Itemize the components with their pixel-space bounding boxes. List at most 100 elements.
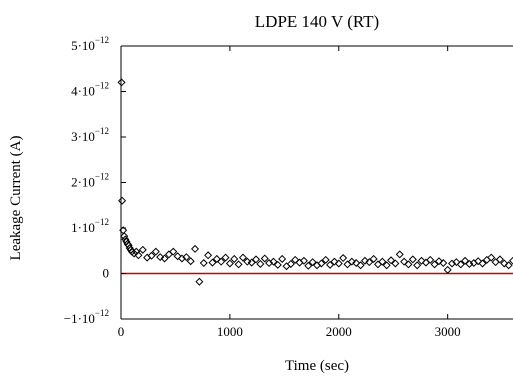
data-point: [182, 253, 191, 262]
data-point: [365, 258, 374, 267]
data-point: [360, 256, 369, 265]
data-point: [304, 261, 313, 270]
data-point: [508, 256, 513, 265]
data-point: [286, 259, 295, 268]
data-point: [156, 253, 165, 262]
data-point: [356, 261, 365, 270]
y-tick-label: 1·10−12: [71, 217, 109, 235]
y-tick-label: 0: [103, 266, 110, 281]
data-points: [117, 78, 513, 286]
data-point: [461, 256, 470, 265]
data-point: [117, 78, 126, 87]
data-point: [252, 255, 261, 264]
data-point: [134, 251, 143, 260]
data-point: [195, 277, 204, 286]
data-point: [191, 244, 200, 253]
data-point: [278, 254, 287, 263]
data-point: [120, 232, 129, 241]
data-point: [247, 258, 256, 267]
y-tick-label: −1·10−12: [64, 308, 109, 326]
data-point: [212, 254, 221, 263]
data-point: [474, 257, 483, 266]
data-point: [413, 261, 422, 270]
data-point: [269, 257, 278, 266]
y-tick-label: 5·10−12: [71, 35, 109, 53]
data-point: [352, 259, 361, 268]
x-tick-label: 3000: [435, 324, 461, 339]
data-point: [265, 259, 274, 268]
y-tick-label: 2·10−12: [71, 172, 109, 190]
data-point: [430, 260, 439, 269]
data-point: [373, 260, 382, 269]
data-point: [408, 255, 417, 264]
data-point: [378, 257, 387, 266]
data-point: [330, 257, 339, 266]
data-point: [291, 255, 300, 264]
x-axis-label: Time (sec): [285, 358, 349, 374]
x-tick-label: 1000: [217, 324, 243, 339]
data-point: [495, 255, 504, 264]
data-point: [204, 251, 213, 260]
data-point: [491, 258, 500, 267]
data-point: [347, 257, 356, 266]
data-point: [404, 260, 413, 269]
y-tick-label: 3·10−12: [71, 126, 109, 144]
data-point: [439, 259, 448, 268]
y-axis-ticks: −1·10−12 0 1·10−12 2·10−12 3·10−12 4·10−12 5·1…: [64, 35, 126, 326]
data-point: [118, 196, 127, 205]
plot-frame: [120, 45, 513, 320]
data-point: [234, 260, 243, 269]
data-point: [391, 259, 400, 268]
data-point: [321, 255, 330, 264]
data-point: [343, 260, 352, 269]
x-tick-label: 2000: [326, 324, 352, 339]
data-point: [452, 258, 461, 267]
y-axis-label: Leakage Current (A): [8, 136, 24, 261]
data-point: [299, 256, 308, 265]
data-point: [138, 245, 147, 254]
data-point: [256, 259, 265, 268]
data-point: [221, 253, 230, 262]
data-point: [369, 254, 378, 263]
data-point: [443, 265, 452, 274]
data-point: [382, 261, 391, 270]
data-point: [334, 259, 343, 268]
data-point: [273, 260, 282, 269]
data-point: [448, 259, 457, 268]
data-point: [387, 256, 396, 265]
data-point: [122, 237, 131, 246]
data-point: [160, 254, 169, 263]
y-tick-label: 4·10−12: [71, 81, 109, 99]
data-point: [317, 259, 326, 268]
chart-title: LDPE 140 V (RT): [255, 12, 379, 31]
data-point: [282, 262, 291, 271]
data-point: [500, 259, 509, 268]
data-point: [465, 259, 474, 268]
data-point: [478, 259, 487, 268]
data-point: [417, 256, 426, 265]
x-tick-label: 0: [118, 324, 125, 339]
data-point: [199, 259, 208, 268]
data-point: [177, 254, 186, 263]
data-point: [426, 255, 435, 264]
data-point: [326, 260, 335, 269]
data-point: [147, 251, 156, 260]
data-point: [243, 257, 252, 266]
data-point: [125, 244, 134, 253]
data-point: [400, 257, 409, 266]
data-point: [260, 254, 269, 263]
data-point: [487, 253, 496, 262]
data-point: [225, 259, 234, 268]
data-point: [456, 260, 465, 269]
data-point: [504, 261, 513, 270]
data-point: [395, 250, 404, 259]
data-point: [151, 247, 160, 256]
data-point: [434, 257, 443, 266]
data-point: [339, 254, 348, 263]
data-point: [238, 253, 247, 262]
data-point: [208, 258, 217, 267]
data-point: [308, 258, 317, 267]
data-point: [169, 247, 178, 256]
x-axis-ticks: 0 1000 2000 3000: [118, 46, 461, 339]
